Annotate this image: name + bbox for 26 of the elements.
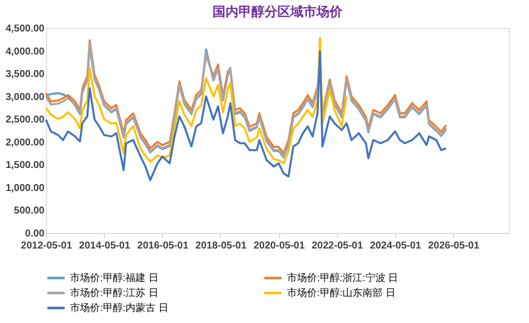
x-tick-label: 2014-05-01	[79, 240, 131, 252]
chart-title: 国内甲醇分区域市场价	[212, 4, 344, 19]
x-tick-label: 2020-05-01	[254, 240, 306, 252]
legend-label: 市场价:甲醇:山东南部 日	[287, 287, 396, 299]
y-tick-label: 1,500.00	[6, 160, 45, 172]
line-series	[45, 50, 448, 182]
x-tick-label: 2022-05-01	[312, 240, 364, 252]
x-tick-label: 2018-05-01	[195, 240, 247, 252]
y-tick-label: 0.00	[25, 228, 45, 240]
legend-label: 市场价:甲醇:浙江:宁波 日	[287, 272, 398, 284]
y-tick-label: 2,000.00	[6, 137, 45, 148]
y-tick-label: 500.00	[14, 206, 45, 217]
legend-label: 市场价:甲醇:福建 日	[70, 272, 158, 284]
legend-label: 市场价:甲醇:内蒙古 日	[70, 302, 168, 314]
line-series	[45, 36, 348, 164]
y-tick-label: 3,000.00	[6, 92, 45, 103]
x-tick-label: 2012-05-01	[20, 240, 73, 252]
x-tick-label: 2016-05-01	[137, 240, 189, 252]
x-tick-label: 2024-05-01	[370, 240, 422, 252]
y-tick-label: 2,500.00	[6, 114, 45, 126]
y-tick-label: 1,000.00	[6, 182, 45, 194]
y-tick-label: 4,000.00	[6, 46, 45, 58]
y-tick-label: 4,500.00	[6, 24, 45, 34]
legend-label: 市场价:甲醇:江苏 日	[70, 287, 158, 299]
x-tick-label: 2026-05-01	[428, 240, 480, 252]
y-tick-label: 3,500.00	[6, 69, 45, 80]
